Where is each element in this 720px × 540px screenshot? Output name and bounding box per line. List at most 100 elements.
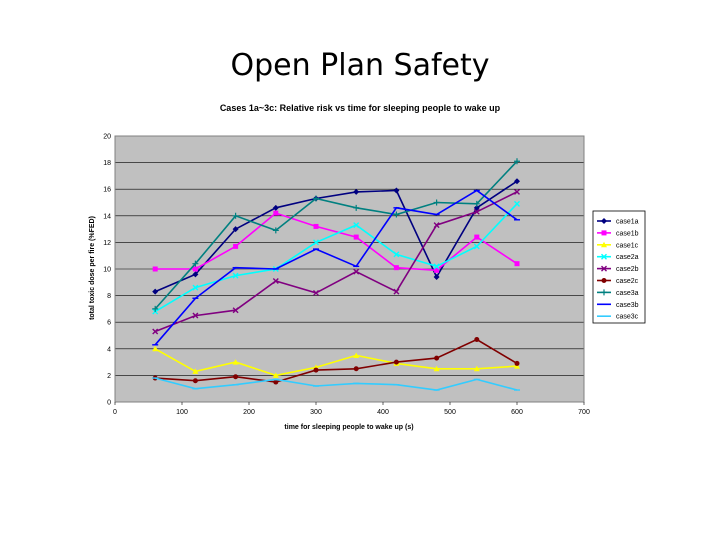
series-line-case3c: [154, 377, 518, 391]
y-tick-label: 10: [103, 267, 111, 274]
series-group: [152, 158, 520, 391]
x-tick-label: 100: [176, 409, 188, 416]
data-point-case3a: [473, 200, 480, 207]
series-case1b: [152, 210, 520, 273]
data-point-case1c: [433, 365, 440, 372]
legend-label: case3c: [616, 314, 639, 321]
legend-label: case1c: [616, 242, 639, 249]
data-point-case2a: [393, 251, 400, 258]
data-point-case1c: [152, 345, 159, 352]
data-point-case3a: [433, 199, 440, 206]
data-point-case1b: [474, 234, 480, 240]
data-point-case2b: [433, 222, 440, 229]
legend-label: case2b: [616, 266, 639, 273]
data-point-case2b: [473, 208, 480, 215]
legend-item-case2c: case2c: [597, 278, 639, 285]
legend-item-case3b: case3b: [597, 302, 639, 309]
data-point-case1a: [514, 178, 520, 185]
series-case1a: [152, 178, 520, 295]
data-point-case3a: [353, 204, 360, 211]
plot-border: [114, 135, 585, 403]
data-point-case2c: [233, 374, 239, 380]
data-point-case1b: [353, 234, 359, 240]
data-point-case2b: [192, 312, 199, 319]
data-point-case2a: [514, 200, 520, 207]
legend-marker: [601, 218, 607, 224]
x-tick-label: 0: [113, 409, 117, 416]
data-point-case2b: [272, 277, 279, 284]
data-point-case1c: [353, 352, 360, 358]
data-point-case2c: [273, 379, 279, 385]
data-point-case1a: [232, 226, 239, 233]
series-line-case1b: [155, 212, 518, 272]
legend-item-case1b: case1b: [597, 230, 639, 237]
data-point-case1a: [272, 204, 279, 211]
series-line-case1a: [154, 180, 518, 293]
series-line-case1c: [154, 348, 518, 377]
legend-item-case3a: case3a: [597, 289, 639, 297]
data-point-case2a: [433, 263, 440, 270]
data-point-case2a: [232, 272, 239, 279]
data-point-case1a: [393, 187, 400, 194]
data-point-case1a: [353, 188, 360, 195]
data-point-case1b: [313, 223, 319, 229]
x-axis-label: time for sleeping people to wake up (s): [284, 424, 413, 431]
data-point-case1b: [152, 266, 158, 272]
data-point-case1a: [473, 204, 480, 211]
series-line-case2c: [155, 338, 518, 383]
chart-title: Cases 1a~3c: Relative risk vs time for s…: [220, 103, 501, 113]
data-point-case1b: [393, 265, 399, 271]
x-tick-label: 500: [444, 409, 456, 416]
legend-marker: [601, 278, 607, 283]
data-point-case1b: [192, 266, 198, 272]
data-point-case2b: [232, 307, 239, 314]
data-point-case1b: [233, 243, 239, 249]
data-point-case3a: [152, 305, 159, 312]
data-point-case3a: [313, 195, 319, 202]
legend-marker: [601, 265, 607, 272]
data-point-case2c: [434, 355, 440, 361]
legend-label: case3a: [616, 290, 639, 297]
data-point-case1a: [433, 273, 440, 280]
y-tick-label: 14: [103, 213, 111, 220]
series-line-case3b: [154, 189, 518, 346]
series-case3b: [152, 189, 520, 346]
data-point-case1a: [192, 271, 199, 278]
data-point-case1c: [272, 372, 279, 378]
data-point-case3a: [272, 227, 279, 234]
y-tick-label: 0: [107, 400, 111, 407]
data-point-case2b: [353, 268, 360, 275]
legend-marker: [601, 253, 607, 260]
x-tick-label: 400: [377, 409, 389, 416]
series-case3c: [152, 377, 520, 391]
data-point-case3a: [393, 211, 400, 218]
legend-item-case1c: case1c: [597, 241, 639, 249]
data-point-case1b: [434, 267, 440, 273]
data-point-case2a: [313, 239, 319, 246]
data-point-case1b: [273, 210, 279, 216]
y-tick-label: 20: [103, 134, 111, 141]
data-point-case2b: [313, 289, 319, 296]
legend-item-case2b: case2b: [597, 265, 639, 273]
series-case2c: [152, 336, 520, 385]
legend-label: case2a: [616, 254, 639, 261]
data-point-case1b: [514, 261, 520, 267]
data-point-case2b: [152, 328, 159, 335]
legend-entries: case1a case1b case1c case2a case2b case2c case…: [597, 218, 639, 321]
data-point-case1c: [192, 368, 199, 374]
y-tick-label: 2: [107, 373, 111, 380]
x-tick-label: 700: [578, 409, 590, 416]
data-point-case3a: [232, 212, 239, 219]
legend-marker: [601, 289, 607, 296]
legend-item-case2a: case2a: [597, 253, 639, 261]
legend-marker: [601, 230, 607, 236]
data-point-case1a: [152, 288, 159, 295]
y-tick-label: 6: [107, 320, 111, 327]
series-case2b: [152, 188, 520, 335]
x-tick-label: 600: [511, 409, 523, 416]
legend-label: case1a: [616, 219, 639, 226]
series-line-case2a: [154, 203, 518, 313]
data-point-case2c: [313, 367, 319, 373]
